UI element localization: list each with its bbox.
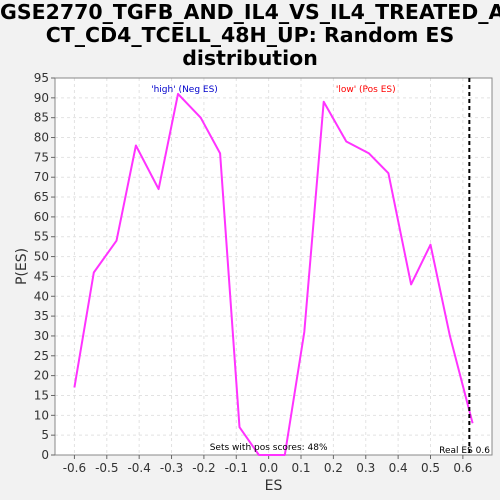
y-tick-label: 40: [34, 289, 49, 303]
plot-background: [55, 78, 492, 455]
chart-title-line2: CT_CD4_TCELL_48H_UP: Random ES: [45, 23, 455, 47]
chart-title-line1: GSE2770_TGFB_AND_IL4_VS_IL4_TREATED_A: [0, 0, 500, 24]
y-tick-label: 45: [34, 269, 49, 283]
y-tick-label: 90: [34, 91, 49, 105]
y-tick-label: 70: [34, 170, 49, 184]
y-tick-label: 55: [34, 230, 49, 244]
y-tick-label: 35: [34, 309, 49, 323]
low-pos-es-label: 'low' (Pos ES): [336, 85, 396, 95]
y-tick-label: 0: [41, 448, 49, 462]
y-tick-label: 95: [34, 71, 49, 85]
y-tick-label: 75: [34, 150, 49, 164]
x-tick-label: -0.6: [63, 461, 86, 475]
pos-scores-label: Sets with pos scores: 48%: [210, 443, 328, 453]
x-tick-label: -0.3: [160, 461, 183, 475]
y-tick-label: 25: [34, 349, 49, 363]
y-axis-title: P(ES): [14, 248, 30, 285]
x-tick-label: -0.4: [127, 461, 150, 475]
x-tick-label: -0.1: [225, 461, 248, 475]
chart-title: GSE2770_TGFB_AND_IL4_VS_IL4_TREATED_A CT…: [0, 1, 500, 70]
x-tick-label: 0.6: [453, 461, 472, 475]
y-tick-label: 60: [34, 210, 49, 224]
x-tick-label: 0.0: [259, 461, 278, 475]
y-tick-label: 65: [34, 190, 49, 204]
x-tick-label: 0.3: [356, 461, 375, 475]
y-tick-label: 50: [34, 250, 49, 264]
es-distribution-line: [73, 92, 474, 456]
x-tick-label: -0.2: [192, 461, 215, 475]
high-neg-es-label: 'high' (Neg ES): [151, 85, 218, 95]
y-tick-label: 85: [34, 111, 49, 125]
y-tick-label: 5: [41, 428, 49, 442]
x-tick-label: -0.5: [95, 461, 118, 475]
y-tick-label: 30: [34, 329, 49, 343]
x-tick-label: 0.2: [324, 461, 343, 475]
y-tick-label: 80: [34, 131, 49, 145]
x-tick-label: 0.5: [421, 461, 440, 475]
chart-title-line3: distribution: [182, 46, 318, 70]
y-tick-label: 15: [34, 388, 49, 402]
y-tick-label: 10: [34, 408, 49, 422]
x-axis-title: ES: [265, 478, 283, 494]
y-tick-label: 20: [34, 369, 49, 383]
real-es-label: Real ES 0.6: [439, 446, 490, 456]
x-tick-label: 0.4: [389, 461, 408, 475]
x-tick-label: 0.1: [291, 461, 310, 475]
